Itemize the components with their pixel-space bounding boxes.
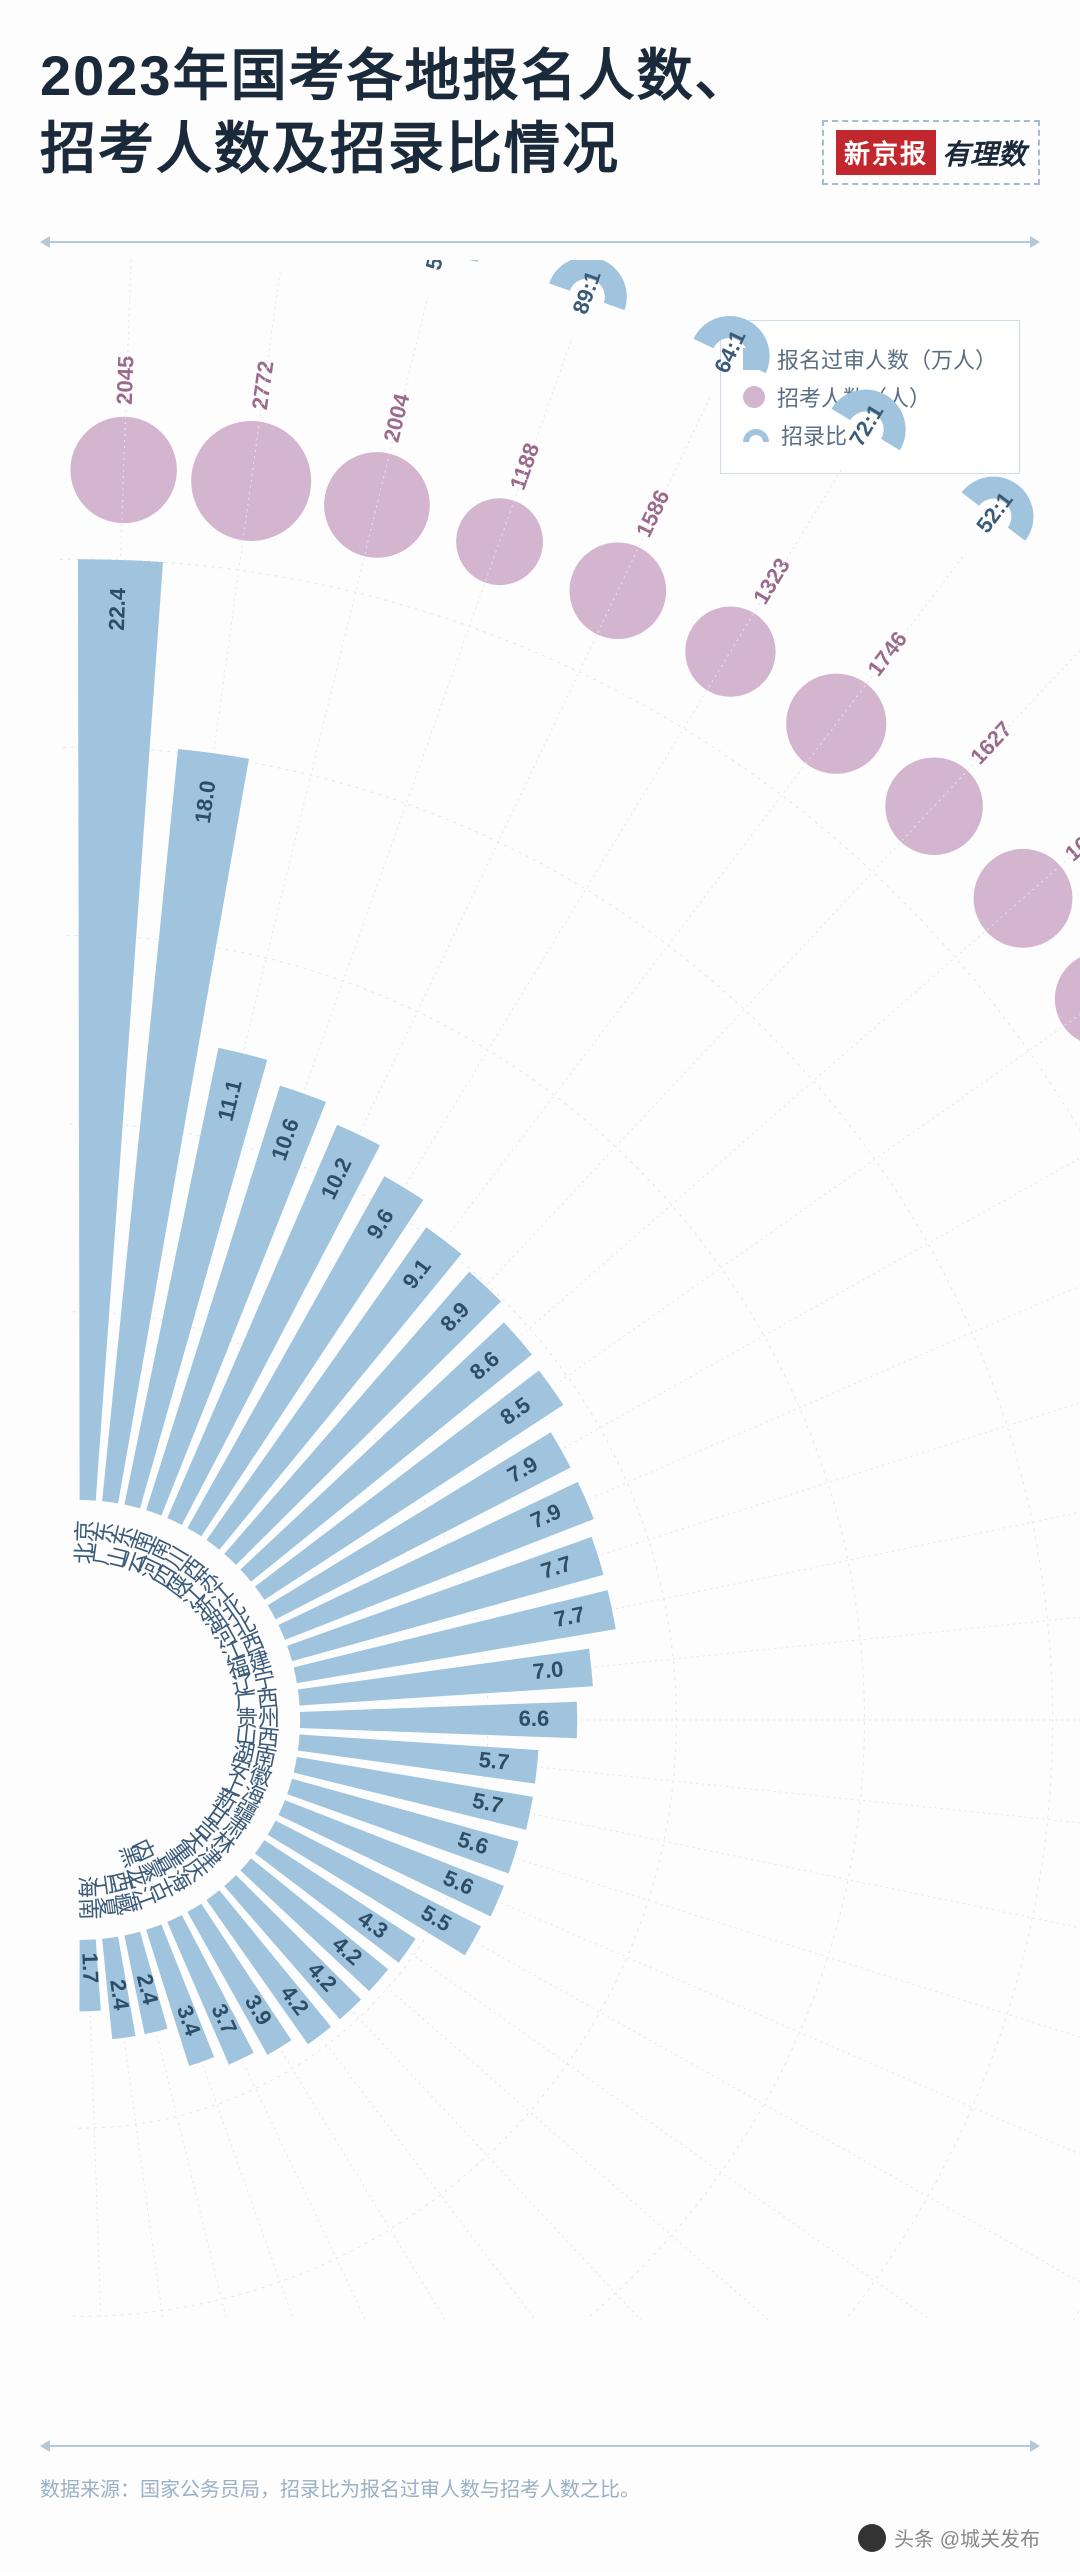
byline-text: 城关发布	[960, 2523, 1040, 2552]
bottom-divider	[40, 2440, 1040, 2452]
svg-text:1.7: 1.7	[77, 1952, 103, 1983]
svg-text:2.4: 2.4	[105, 1978, 134, 2012]
header: 2023年国考各地报名人数、 招考人数及招录比情况 新京报 有理数	[0, 0, 1080, 206]
svg-text:海南: 海南	[75, 1875, 102, 1920]
svg-text:6.6: 6.6	[519, 1706, 550, 1731]
source-logo: 新京报 有理数	[822, 120, 1040, 185]
avatar-icon	[858, 2524, 886, 2552]
top-divider	[40, 236, 1040, 248]
title-line-1: 2023年国考各地报名人数、	[40, 40, 1040, 113]
svg-text:2772: 2772	[247, 359, 278, 411]
svg-text:2045: 2045	[112, 355, 139, 405]
svg-text:1627: 1627	[965, 716, 1017, 769]
svg-text:7.0: 7.0	[532, 1656, 565, 1684]
svg-text:1586: 1586	[631, 486, 675, 541]
logo-red-badge: 新京报	[836, 130, 936, 175]
byline: 头条 @ 城关发布	[858, 2523, 1040, 2552]
svg-text:56:1: 56:1	[421, 260, 456, 272]
byline-prefix: 头条 @	[894, 2523, 960, 2552]
data-source-note: 数据来源：国家公务员局，招录比为报名过审人数与招考人数之比。	[40, 2473, 640, 2502]
infographic-container: 2023年国考各地报名人数、 招考人数及招录比情况 新京报 有理数 报名过审人数…	[0, 0, 1080, 2572]
radial-chart: 22.42045109:1北京18.0277265:1广东11.1200456:…	[0, 260, 1080, 2320]
svg-text:5.7: 5.7	[478, 1747, 511, 1775]
svg-text:22.4: 22.4	[104, 587, 131, 631]
logo-text: 有理数	[942, 133, 1026, 173]
svg-text:1188: 1188	[505, 440, 545, 493]
svg-text:1746: 1746	[862, 627, 912, 681]
svg-text:1323: 1323	[748, 554, 795, 609]
svg-text:2004: 2004	[379, 390, 415, 444]
svg-text:1683: 1683	[1060, 815, 1080, 866]
